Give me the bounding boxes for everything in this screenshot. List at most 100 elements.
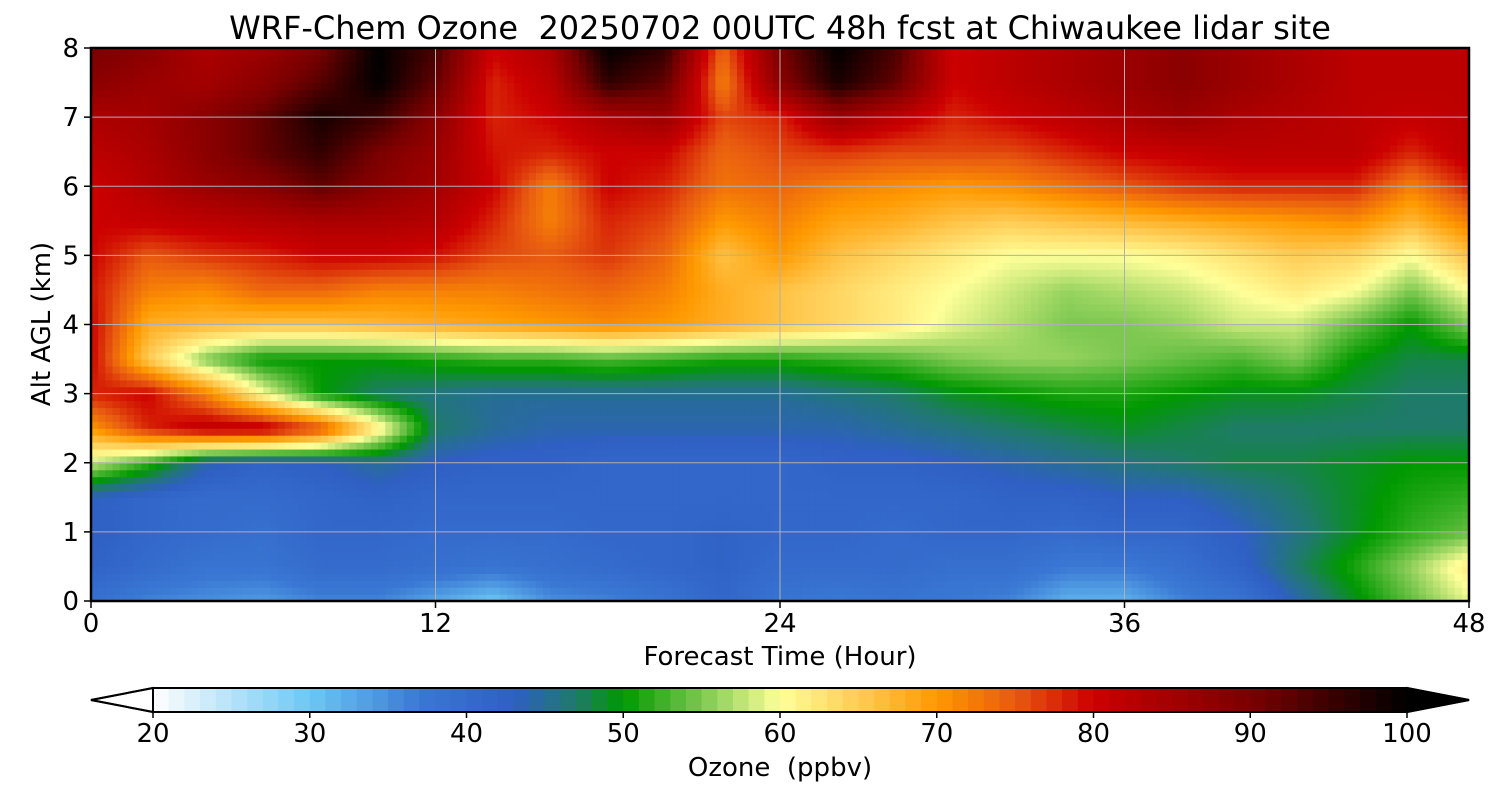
ozone-cell: [220, 531, 228, 540]
ozone-cell: [349, 552, 358, 561]
ozone-cell: [457, 545, 465, 554]
ozone-cell: [521, 524, 530, 533]
ozone-cell: [564, 511, 573, 519]
ozone-cell: [736, 545, 745, 554]
ozone-cell: [241, 594, 250, 601]
ozone-cell: [134, 497, 142, 505]
ozone-cell: [1404, 552, 1413, 561]
ozone-cell: [837, 594, 846, 601]
ozone-cell: [1174, 442, 1183, 450]
ozone-cell: [291, 421, 300, 429]
ozone-cell: [263, 552, 272, 561]
ozone-cell: [686, 538, 695, 547]
ozone-cell: [858, 435, 867, 443]
ozone-cell: [1382, 566, 1391, 574]
ozone-cell: [126, 594, 135, 601]
ozone-cell: [1224, 490, 1233, 498]
ozone-cell: [801, 476, 810, 485]
ozone-cell: [421, 545, 429, 554]
ozone-cell: [284, 421, 293, 429]
ozone-cell: [973, 524, 982, 533]
ozone-cell: [772, 435, 781, 443]
ozone-cell: [1425, 483, 1434, 491]
ozone-cell: [1425, 511, 1434, 519]
ozone-cell: [535, 497, 544, 505]
ozone-cell: [1433, 483, 1441, 491]
ozone-cell: [1311, 504, 1319, 512]
ozone-cell: [1346, 587, 1355, 595]
ozone-cell: [1016, 428, 1025, 436]
ozone-cell: [1440, 462, 1449, 471]
ozone-cell: [413, 580, 422, 588]
ozone-cell: [1454, 469, 1463, 478]
ozone-cell: [148, 531, 157, 540]
ozone-cell: [844, 462, 853, 471]
ozone-cell: [299, 524, 307, 533]
ozone-cell: [256, 421, 264, 429]
ozone-cell: [952, 476, 961, 485]
ozone-cell: [119, 594, 128, 601]
ozone-cell: [442, 497, 451, 505]
ozone-cell: [600, 566, 609, 574]
ozone-cell: [736, 490, 745, 498]
ozone-cell: [306, 545, 315, 554]
ozone-cell: [1239, 518, 1248, 526]
ozone-cell: [1181, 448, 1190, 457]
ozone-cell: [492, 497, 501, 505]
ozone-cell: [1397, 490, 1406, 498]
ozone-cell: [392, 594, 401, 601]
ozone-cell: [1102, 504, 1111, 512]
ozone-cell: [169, 455, 178, 464]
ozone-cell: [1461, 524, 1469, 533]
ozone-cell: [1382, 428, 1391, 436]
ozone-cell: [780, 421, 788, 429]
ozone-cell: [923, 573, 932, 581]
ozone-cell: [1124, 421, 1133, 429]
ozone-cell: [679, 552, 688, 561]
ozone-cell: [198, 483, 207, 491]
ozone-cell: [715, 455, 724, 464]
ozone-cell: [1354, 545, 1362, 554]
ozone-cell: [1404, 421, 1413, 429]
ozone-cell: [607, 524, 616, 533]
ozone-cell: [270, 476, 279, 485]
ozone-cell: [1246, 524, 1255, 533]
ozone-cell: [679, 435, 688, 443]
ozone-cell: [385, 545, 394, 554]
ozone-cell: [1009, 448, 1018, 457]
ozone-cell: [1232, 497, 1240, 505]
ozone-cell: [765, 428, 774, 436]
ozone-cell: [873, 421, 882, 429]
ozone-cell: [220, 504, 228, 512]
ozone-cell: [363, 442, 372, 450]
ozone-cell: [112, 483, 121, 491]
ozone-cell: [851, 566, 860, 574]
ozone-cell: [930, 538, 939, 547]
ozone-cell: [973, 455, 982, 464]
ozone-cell: [1002, 538, 1011, 547]
ozone-cell: [1024, 476, 1032, 485]
ozone-cell: [937, 580, 946, 588]
ozone-cell: [378, 580, 386, 588]
ozone-cell: [880, 573, 889, 581]
ozone-cell: [1253, 566, 1262, 574]
ozone-cell: [844, 428, 853, 436]
ozone-cell: [119, 580, 128, 588]
ozone-cell: [930, 504, 939, 512]
ozone-cell: [198, 573, 207, 581]
ozone-cell: [866, 511, 874, 519]
ozone-cell: [844, 442, 853, 450]
ozone-cell: [715, 531, 724, 540]
ozone-cell: [945, 545, 953, 554]
ozone-cell: [995, 455, 1004, 464]
ozone-cell: [894, 421, 903, 429]
ozone-cell: [808, 435, 817, 443]
ozone-cell: [126, 448, 135, 457]
ozone-cell: [485, 490, 494, 498]
ozone-cell: [1210, 580, 1219, 588]
ozone-cell: [335, 559, 343, 568]
ozone-cell: [1210, 455, 1219, 464]
ozone-cell: [715, 504, 724, 512]
ozone-cell: [1067, 497, 1075, 505]
ozone-cell: [291, 428, 300, 436]
